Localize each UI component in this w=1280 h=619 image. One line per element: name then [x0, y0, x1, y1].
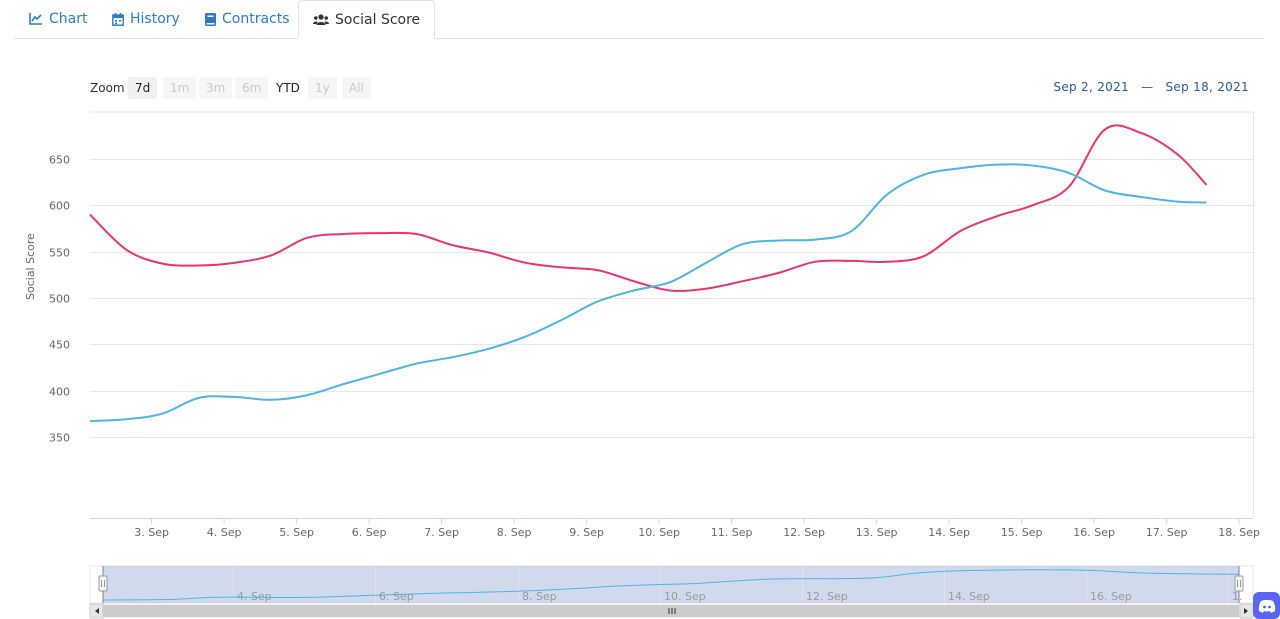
tab-bar: Chart History Contracts Social Score	[14, 0, 1264, 39]
calendar-icon	[112, 12, 124, 26]
users-icon	[313, 13, 329, 26]
range-from-input[interactable]: Sep 2, 2021	[1053, 80, 1129, 94]
date-range: Sep 2, 2021 — Sep 18, 2021	[1053, 80, 1249, 94]
x-tick-label: 12. Sep	[783, 526, 825, 539]
x-tick-label: 18. Sep	[1218, 526, 1260, 539]
y-tick-label: 450	[49, 339, 70, 352]
x-tick-label: 3. Sep	[134, 526, 169, 539]
y-tick-label: 500	[49, 293, 70, 306]
navigator-selected-range	[103, 566, 1239, 603]
navigator-tick-label: 16. Sep	[1090, 590, 1132, 603]
navigator-tick-label: 1.	[1232, 590, 1243, 603]
series-line-1	[89, 124, 1208, 292]
x-tick-label: 8. Sep	[497, 526, 532, 539]
tab-chart[interactable]: Chart	[29, 0, 87, 38]
navigator-series-line	[102, 569, 1240, 601]
range-to-input[interactable]: Sep 18, 2021	[1165, 80, 1249, 94]
tab-contracts-label: Contracts	[222, 11, 290, 27]
x-tick-label: 9. Sep	[569, 526, 604, 539]
book-icon	[205, 12, 216, 26]
y-tick-label: 600	[49, 200, 70, 213]
chart-line-icon	[29, 13, 43, 25]
x-tick-label: 7. Sep	[424, 526, 459, 539]
y-tick-label: 650	[49, 154, 70, 167]
scrollbar-right-arrow-icon	[1244, 608, 1248, 614]
y-tick-label: 350	[49, 432, 70, 445]
x-tick-label: 5. Sep	[279, 526, 314, 539]
y-tick-label: 550	[49, 247, 70, 260]
zoom-button-1m[interactable]: 1m	[163, 77, 197, 99]
tab-social-score-label: Social Score	[335, 11, 421, 28]
x-tick-label: 16. Sep	[1073, 526, 1115, 539]
y-tick-label: 400	[49, 386, 70, 399]
x-tick-label: 15. Sep	[1001, 526, 1043, 539]
scrollbar-thumb	[103, 605, 1239, 617]
scrollbar-right-button	[1239, 603, 1254, 619]
navigator-tick-label: 4. Sep	[237, 590, 272, 603]
discord-icon[interactable]	[1253, 592, 1280, 619]
x-tick-label: 6. Sep	[352, 526, 387, 539]
zoom-button-7d[interactable]: 7d	[128, 77, 158, 99]
zoom-button-6m[interactable]: 6m	[235, 77, 269, 99]
scrollbar-left-arrow-icon	[95, 608, 99, 614]
zoom-button-1y[interactable]: 1y	[308, 77, 337, 99]
y-axis-title: Social Score	[24, 233, 37, 300]
navigator-tick-label: 8. Sep	[522, 590, 557, 603]
x-tick-label: 17. Sep	[1146, 526, 1188, 539]
x-tick-label: 11. Sep	[711, 526, 753, 539]
scrollbar-left-button	[89, 603, 104, 619]
navigator-tick-label: 10. Sep	[664, 590, 706, 603]
navigator-background	[89, 565, 1254, 604]
x-tick-label: 10. Sep	[638, 526, 680, 539]
zoom-label: Zoom	[90, 81, 125, 95]
tab-social-score[interactable]: Social Score	[298, 0, 436, 39]
range-separator: —	[1141, 80, 1154, 94]
navigator-tick-label: 6. Sep	[379, 590, 414, 603]
x-tick-label: 4. Sep	[207, 526, 242, 539]
tab-history[interactable]: History	[112, 0, 180, 38]
x-tick-label: 14. Sep	[928, 526, 970, 539]
navigator-tick-label: 12. Sep	[806, 590, 848, 603]
navigator-right-handle	[1234, 575, 1244, 592]
zoom-button-all[interactable]: All	[342, 77, 371, 99]
tab-chart-label: Chart	[49, 11, 88, 27]
series-line-2	[89, 163, 1207, 423]
tab-history-label: History	[130, 11, 180, 27]
zoom-button-3m[interactable]: 3m	[199, 77, 233, 99]
navigator-tick-label: 14. Sep	[948, 590, 990, 603]
scrollbar-track	[90, 604, 1253, 618]
tab-contracts[interactable]: Contracts	[205, 0, 290, 38]
zoom-button-ytd[interactable]: YTD	[269, 77, 307, 99]
navigator-left-handle	[98, 575, 108, 592]
x-tick-label: 13. Sep	[856, 526, 898, 539]
